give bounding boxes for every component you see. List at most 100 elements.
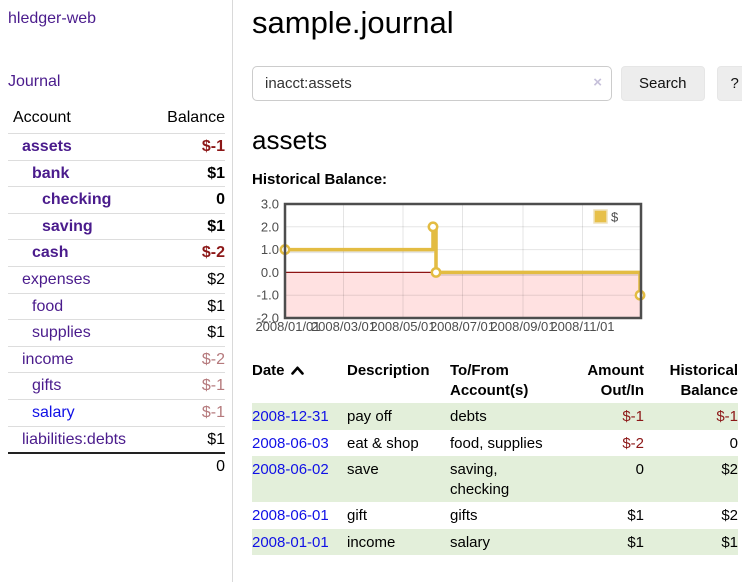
transaction-row: 2008-06-01 gift gifts $1 $2: [252, 502, 738, 529]
transaction-balance: $2: [721, 461, 738, 479]
transaction-date-link[interactable]: 2008-12-31: [252, 408, 329, 426]
account-balance: $1: [149, 159, 225, 187]
account-link-supplies[interactable]: supplies: [32, 324, 91, 342]
transaction-description: income: [347, 533, 396, 551]
transaction-accounts: gifts: [450, 507, 478, 525]
svg-text:2.0: 2.0: [261, 219, 279, 234]
chart-canvas: $ 3.0 2.0 1.0 0.0 -1.0 -2.0 2008/01/01 2…: [255, 198, 646, 334]
account-link-salary[interactable]: salary: [32, 403, 75, 421]
search-input[interactable]: [252, 66, 612, 102]
transaction-accounts: saving, checking: [450, 461, 510, 498]
transaction-date-link[interactable]: 2008-06-01: [252, 507, 329, 525]
svg-text:-2.0: -2.0: [257, 311, 279, 326]
transaction-amount: $1: [627, 533, 644, 551]
column-header-amount: Amount Out/In: [587, 362, 644, 399]
account-link-expenses[interactable]: expenses: [22, 270, 91, 288]
account-balance: $-1: [201, 138, 225, 155]
clear-search-icon[interactable]: ×: [593, 74, 602, 92]
transaction-amount: $-2: [622, 434, 644, 452]
account-row: bank $1: [8, 159, 225, 187]
accounts-total: 0: [149, 452, 225, 480]
chart-legend: $: [593, 209, 619, 225]
svg-text:2008/03/01: 2008/03/01: [311, 319, 376, 334]
account-balance: 0: [149, 186, 225, 214]
data-point-markers: [279, 221, 646, 301]
account-link-gifts[interactable]: gifts: [32, 377, 62, 395]
transaction-accounts: debts: [450, 408, 487, 426]
account-row: saving $1: [8, 212, 225, 240]
sort-ascending-icon[interactable]: [290, 361, 304, 381]
account-link-bank[interactable]: bank: [32, 164, 70, 182]
transaction-description: pay off: [347, 408, 392, 426]
transaction-amount: 0: [635, 461, 644, 479]
svg-text:3.0: 3.0: [261, 198, 279, 212]
nav-journal-link[interactable]: Journal: [8, 73, 61, 90]
account-row: food $1: [8, 292, 225, 320]
account-row: expenses $2: [8, 265, 225, 294]
account-balance: $1: [149, 319, 225, 347]
svg-text:-1.0: -1.0: [257, 288, 279, 303]
transaction-row: 2008-06-03 eat & shop food, supplies $-2…: [252, 430, 738, 457]
transaction-date-link[interactable]: 2008-06-03: [252, 434, 329, 452]
transaction-description: eat & shop: [347, 434, 419, 452]
account-link-income[interactable]: income: [22, 350, 74, 368]
account-balance: $1: [149, 425, 225, 454]
page-title: sample.journal: [252, 5, 454, 40]
column-header-description: Description: [347, 362, 430, 380]
transaction-date-link[interactable]: 2008-06-02: [252, 461, 329, 479]
transaction-balance: $2: [721, 507, 738, 525]
account-link-saving[interactable]: saving: [42, 217, 93, 235]
transaction-row: 2008-06-02 save saving, checking 0 $2: [252, 456, 738, 503]
transaction-row: 2008-12-31 pay off debts $-1 $-1: [252, 403, 738, 430]
transaction-amount: $-1: [622, 408, 644, 426]
accounts-header-balance: Balance: [149, 105, 225, 134]
account-link-checking[interactable]: checking: [42, 191, 112, 209]
search-form: × Search ?: [252, 66, 742, 102]
account-link-food[interactable]: food: [32, 297, 64, 315]
accounts-total-row: 0: [8, 452, 225, 480]
svg-text:2008/01/01: 2008/01/01: [255, 319, 320, 334]
y-axis-labels: 3.0 2.0 1.0 0.0 -1.0 -2.0: [257, 198, 279, 326]
transaction-accounts: salary: [450, 533, 491, 551]
account-balance: $1: [149, 292, 225, 320]
account-balance: $-2: [149, 345, 225, 373]
account-balance: $-1: [149, 398, 225, 427]
column-header-balance: Historical Balance: [669, 362, 738, 399]
account-balance: $-2: [149, 239, 225, 267]
transaction-date-link[interactable]: 2008-01-01: [252, 533, 329, 551]
transaction-balance: $1: [721, 533, 738, 551]
account-row: salary $-1: [8, 398, 225, 427]
account-balance: $1: [149, 212, 225, 240]
search-button[interactable]: Search: [621, 66, 705, 102]
transaction-balance: $-1: [716, 408, 738, 426]
accounts-table: Account Balance assets $-1 bank $1 check…: [8, 105, 225, 480]
chart-heading: Historical Balance:: [252, 171, 388, 189]
transaction-amount: $1: [627, 507, 644, 525]
legend-label: $: [611, 210, 619, 225]
column-header-date[interactable]: Date: [252, 358, 347, 403]
transaction-description: gift: [347, 507, 368, 525]
plot-border: [283, 202, 643, 320]
account-link-liabilities-debts[interactable]: liabilities:debts: [22, 430, 127, 448]
transaction-description: save: [347, 461, 379, 479]
account-balance: $-1: [149, 372, 225, 400]
register-table: Date Description To/From Account(s) Amou…: [252, 358, 738, 556]
account-row: supplies $1: [8, 319, 225, 347]
account-link-cash[interactable]: cash: [32, 244, 69, 262]
help-button[interactable]: ?: [716, 66, 742, 102]
account-row: cash $-2: [8, 239, 225, 267]
brand-link[interactable]: hledger-web: [8, 10, 97, 27]
account-row: checking 0: [8, 186, 225, 214]
account-page-title: assets: [252, 125, 328, 156]
svg-text:2008/07/01: 2008/07/01: [430, 319, 495, 334]
column-header-accounts: To/From Account(s): [450, 362, 529, 399]
account-link-assets[interactable]: assets: [22, 138, 72, 155]
svg-text:2008/11/01: 2008/11/01: [550, 319, 614, 334]
legend-swatch: [593, 209, 608, 224]
svg-text:1.0: 1.0: [261, 242, 279, 257]
svg-text:2008/09/01: 2008/09/01: [490, 319, 555, 334]
account-row: gifts $-1: [8, 372, 225, 400]
account-row: liabilities:debts $1: [8, 425, 225, 454]
svg-text:2008/05/01: 2008/05/01: [370, 319, 435, 334]
historical-balance-chart: $ 3.0 2.0 1.0 0.0 -1.0 -2.0 2008/01/01 2…: [245, 198, 742, 334]
